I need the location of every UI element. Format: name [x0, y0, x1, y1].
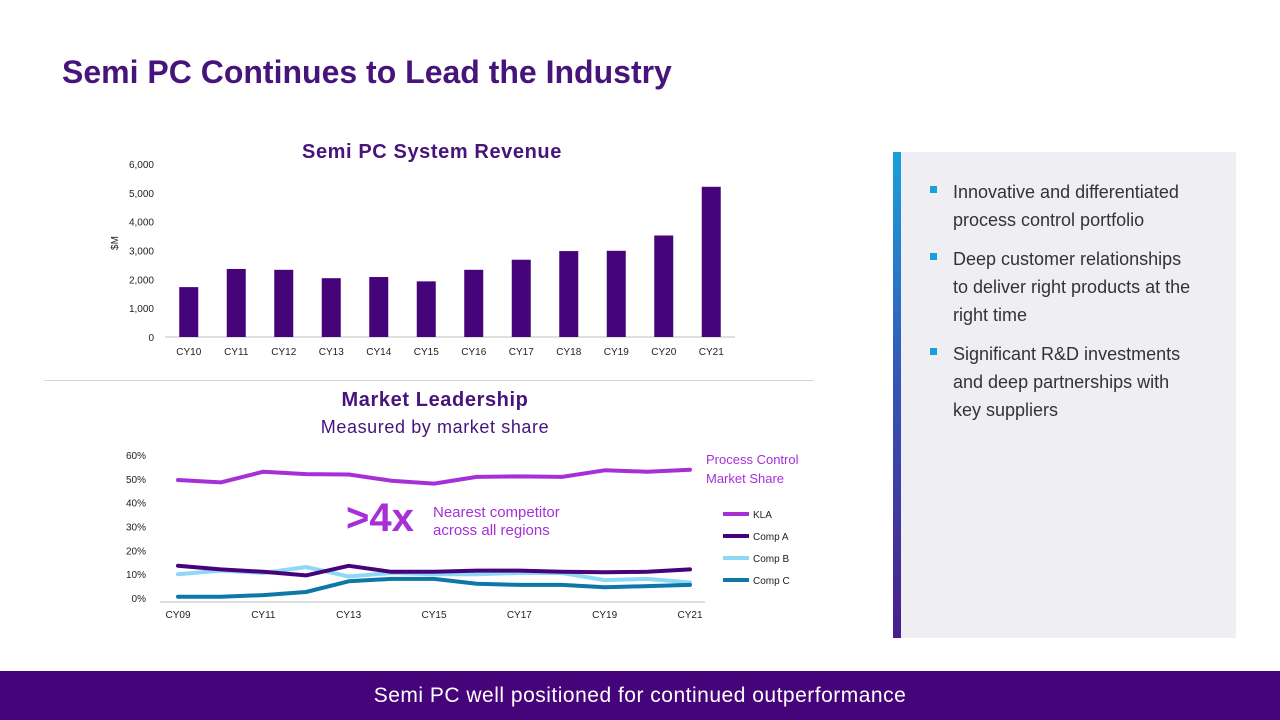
- footer-banner: Semi PC well positioned for continued ou…: [0, 671, 1280, 720]
- highlights-panel: [893, 152, 1236, 638]
- revenue-bar: [464, 269, 484, 337]
- footer-text: Semi PC well positioned for continued ou…: [373, 683, 907, 707]
- bar-x-tick-label: CY11: [224, 347, 249, 358]
- bar-x-tick-label: CY14: [366, 347, 391, 358]
- bar-y-axis-label: $M: [110, 236, 121, 250]
- highlight-item: Innovative and differentiated process co…: [930, 178, 1200, 234]
- highlight-text: Innovative and differentiated process co…: [953, 182, 1179, 230]
- line-y-tick-label: 0%: [132, 594, 147, 605]
- bar-x-tick-label: CY12: [271, 347, 296, 358]
- bar-y-tick-label: 0: [148, 333, 154, 344]
- revenue-bar: [606, 250, 626, 337]
- annotation-multiplier: >4x: [346, 496, 414, 540]
- legend-label: KLA: [753, 510, 772, 521]
- line-y-tick-label: 30%: [126, 523, 146, 534]
- bar-y-tick-label: 2,000: [129, 275, 154, 286]
- legend-label: Comp A: [753, 532, 789, 543]
- line-y-tick-label: 60%: [126, 451, 146, 462]
- square-bullet-icon: [930, 253, 937, 260]
- line-y-tick-label: 50%: [126, 475, 146, 486]
- line-x-tick-label: CY21: [677, 610, 702, 621]
- square-bullet-icon: [930, 348, 937, 355]
- line-chart-subtitle: Measured by market share: [321, 417, 550, 437]
- bar-y-tick-label: 3,000: [129, 247, 154, 258]
- series-line-comp-c: [176, 576, 692, 599]
- legend-title-line-2: Market Share: [706, 471, 784, 486]
- series-line-comp-a: [176, 563, 692, 578]
- bar-y-tick-label: 1,000: [129, 304, 154, 315]
- line-x-tick-label: CY19: [592, 610, 617, 621]
- line-y-tick-label: 20%: [126, 546, 146, 557]
- line-chart-title: Market Leadership: [342, 389, 529, 411]
- revenue-bar: [511, 259, 531, 337]
- panel-accent-bar: [893, 152, 901, 638]
- chart-separator: [44, 380, 814, 381]
- legend-label: Comp B: [753, 554, 789, 565]
- bar-y-tick-label: 6,000: [129, 160, 154, 171]
- highlights-list: Innovative and differentiated process co…: [930, 178, 1200, 435]
- annotation-line-2: across all regions: [433, 522, 550, 539]
- slide-title: Semi PC Continues to Lead the Industry: [62, 54, 672, 90]
- bar-x-tick-label: CY16: [461, 347, 486, 358]
- line-x-tick-label: CY17: [507, 610, 532, 621]
- highlight-text: Significant R&D investments and deep par…: [953, 344, 1181, 420]
- revenue-bar: [226, 268, 246, 337]
- line-x-tick-label: CY09: [165, 610, 190, 621]
- line-y-tick-label: 10%: [126, 570, 146, 581]
- revenue-bar: [654, 235, 674, 337]
- bar-x-tick-label: CY21: [699, 347, 724, 358]
- bar-x-tick-label: CY13: [319, 347, 344, 358]
- highlight-item: Significant R&D investments and deep par…: [930, 340, 1200, 424]
- highlight-text: Deep customer relationships to deliver r…: [953, 249, 1191, 325]
- bar-x-tick-label: CY15: [414, 347, 439, 358]
- bar-chart-title: Semi PC System Revenue: [302, 141, 562, 163]
- legend-label: Comp C: [753, 576, 790, 587]
- bar-x-tick-label: CY19: [604, 347, 629, 358]
- revenue-bar: [321, 278, 341, 337]
- revenue-bar: [369, 277, 389, 337]
- revenue-bar: [179, 287, 199, 337]
- line-x-tick-label: CY15: [421, 610, 446, 621]
- revenue-bar: [274, 269, 294, 337]
- bar-x-tick-label: CY10: [176, 347, 201, 358]
- line-x-tick-label: CY13: [336, 610, 361, 621]
- square-bullet-icon: [930, 186, 937, 193]
- legend-title-line-1: Process Control: [706, 452, 799, 467]
- highlight-item: Deep customer relationships to deliver r…: [930, 245, 1200, 329]
- bar-x-tick-label: CY20: [651, 347, 676, 358]
- revenue-bar: [701, 186, 721, 337]
- series-line-kla: [176, 467, 692, 486]
- revenue-bar: [559, 251, 579, 337]
- bar-y-tick-label: 5,000: [129, 189, 154, 200]
- bar-x-tick-label: CY17: [509, 347, 534, 358]
- line-x-tick-label: CY11: [251, 610, 276, 621]
- revenue-bar: [416, 281, 436, 337]
- charts-canvas: Semi PC System Revenue $M 0 1,000 2,000 3,000…: [110, 141, 799, 621]
- line-y-tick-label: 40%: [126, 499, 146, 510]
- bar-y-tick-label: 4,000: [129, 218, 154, 229]
- annotation-line-1: Nearest competitor: [433, 504, 560, 521]
- bar-x-tick-label: CY18: [556, 347, 581, 358]
